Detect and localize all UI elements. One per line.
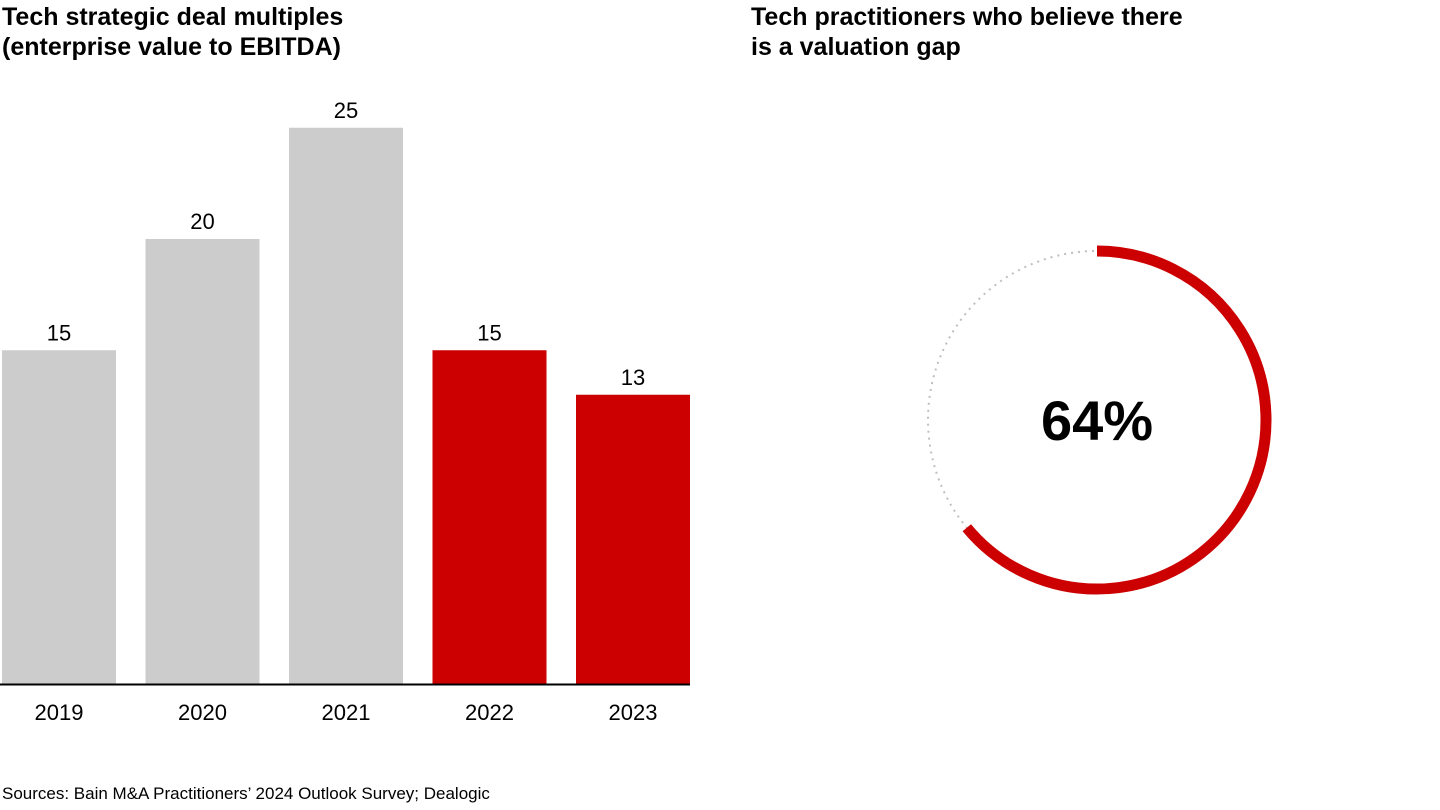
x-tick-label-2022: 2022 — [465, 700, 514, 725]
donut-chart-title-line-1: Tech practitioners who believe there — [751, 3, 1183, 31]
bar-2021 — [289, 127, 403, 684]
donut-filled-arc — [962, 245, 1272, 595]
bar-2020 — [145, 239, 260, 684]
donut-center-label: 64% — [1041, 389, 1153, 452]
x-tick-label-2020: 2020 — [178, 700, 227, 725]
bar-value-label-2021: 25 — [334, 98, 358, 123]
source-note: Sources: Bain M&A Practitioners’ 2024 Ou… — [2, 784, 490, 803]
donut-chart-title: Tech practitioners who believe there is … — [751, 2, 1311, 62]
bar-chart-title: Tech strategic deal multiples (enterpris… — [2, 2, 602, 62]
donut-chart-title-line-2: is a valuation gap — [751, 33, 961, 61]
x-tick-label-2021: 2021 — [322, 700, 371, 725]
bar-chart-title-line-1: Tech strategic deal multiples — [2, 3, 344, 31]
bar-chart-title-line-2: (enterprise value to EBITDA) — [2, 33, 341, 61]
bar-value-label-2023: 13 — [621, 365, 645, 390]
bar-value-label-2022: 15 — [477, 320, 501, 345]
bar-2023 — [576, 394, 690, 684]
bar-value-label-2020: 20 — [190, 209, 214, 234]
bar-2019 — [2, 350, 116, 684]
bar-value-label-2019: 15 — [47, 320, 71, 345]
x-tick-label-2023: 2023 — [609, 700, 658, 725]
x-tick-label-2019: 2019 — [35, 700, 84, 725]
bar-2022 — [432, 350, 547, 684]
